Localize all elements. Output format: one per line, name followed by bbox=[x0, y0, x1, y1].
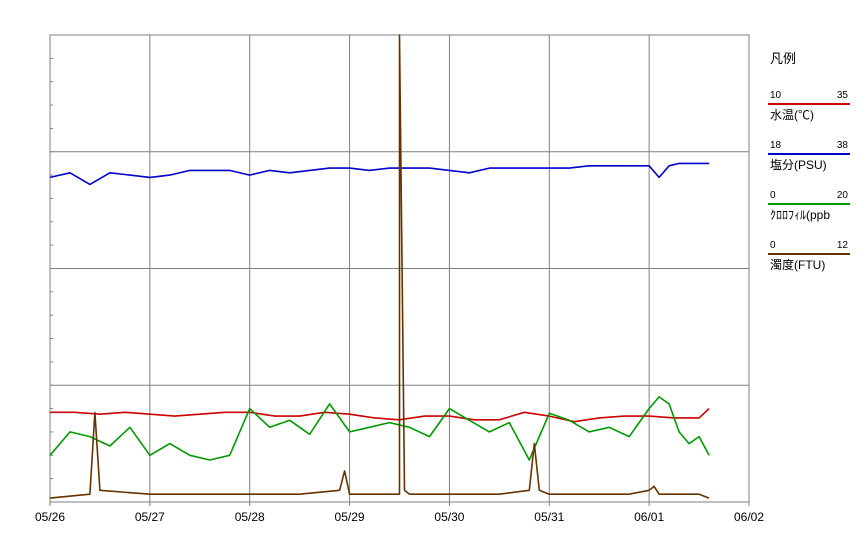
x-tick-label: 06/02 bbox=[734, 510, 764, 524]
legend-label: 水温(℃) bbox=[770, 108, 814, 122]
legend-swatch-line bbox=[768, 253, 850, 255]
legend-title: 凡例 bbox=[770, 51, 797, 66]
series-layer bbox=[49, 34, 710, 499]
legend-max: 38 bbox=[836, 140, 848, 151]
legend-swatch-line bbox=[768, 153, 850, 155]
series-line bbox=[50, 408, 710, 423]
legend-item-salinity: 18 38 塩分(PSU) bbox=[768, 140, 850, 172]
legend-range: 0 12 bbox=[770, 240, 848, 252]
legend-range: 10 35 bbox=[770, 90, 848, 102]
legend-max: 20 bbox=[836, 190, 848, 201]
x-tick-label: 05/26 bbox=[35, 510, 65, 524]
legend-item-turbidity: 0 12 濁度(FTU) bbox=[768, 240, 850, 272]
x-tick-label: 05/29 bbox=[335, 510, 365, 524]
legend-label: 濁度(FTU) bbox=[770, 258, 826, 272]
legend-min: 18 bbox=[770, 140, 782, 151]
x-tick-label: 06/01 bbox=[634, 510, 664, 524]
legend-max: 35 bbox=[836, 90, 848, 101]
x-axis-labels: 05/26 05/27 05/28 05/29 05/30 05/31 06/01 06/02 bbox=[35, 510, 764, 524]
legend-label: 塩分(PSU) bbox=[770, 158, 827, 172]
legend-range: 0 20 bbox=[770, 190, 848, 202]
legend-min: 10 bbox=[770, 90, 782, 101]
legend-range: 18 38 bbox=[770, 140, 848, 152]
legend-swatch-line bbox=[768, 103, 850, 105]
legend-max: 12 bbox=[836, 240, 848, 251]
legend-min: 0 bbox=[770, 190, 776, 201]
series-line bbox=[49, 162, 710, 186]
series-line bbox=[49, 34, 710, 499]
legend-swatch-line bbox=[768, 203, 850, 205]
series-line bbox=[49, 396, 710, 461]
minor-ticks bbox=[50, 57, 53, 480]
x-tick-label: 05/31 bbox=[534, 510, 564, 524]
legend-min: 0 bbox=[770, 240, 776, 251]
legend-item-water-temp: 10 35 水温(℃) bbox=[768, 90, 850, 122]
x-tick-label: 05/28 bbox=[235, 510, 265, 524]
x-tick-label: 05/30 bbox=[434, 510, 464, 524]
legend-item-chlorophyll: 0 20 ｸﾛﾛﾌｨﾙ(ppb bbox=[768, 190, 850, 222]
x-tick-label: 05/27 bbox=[135, 510, 165, 524]
legend-label: ｸﾛﾛﾌｨﾙ(ppb bbox=[770, 208, 831, 222]
